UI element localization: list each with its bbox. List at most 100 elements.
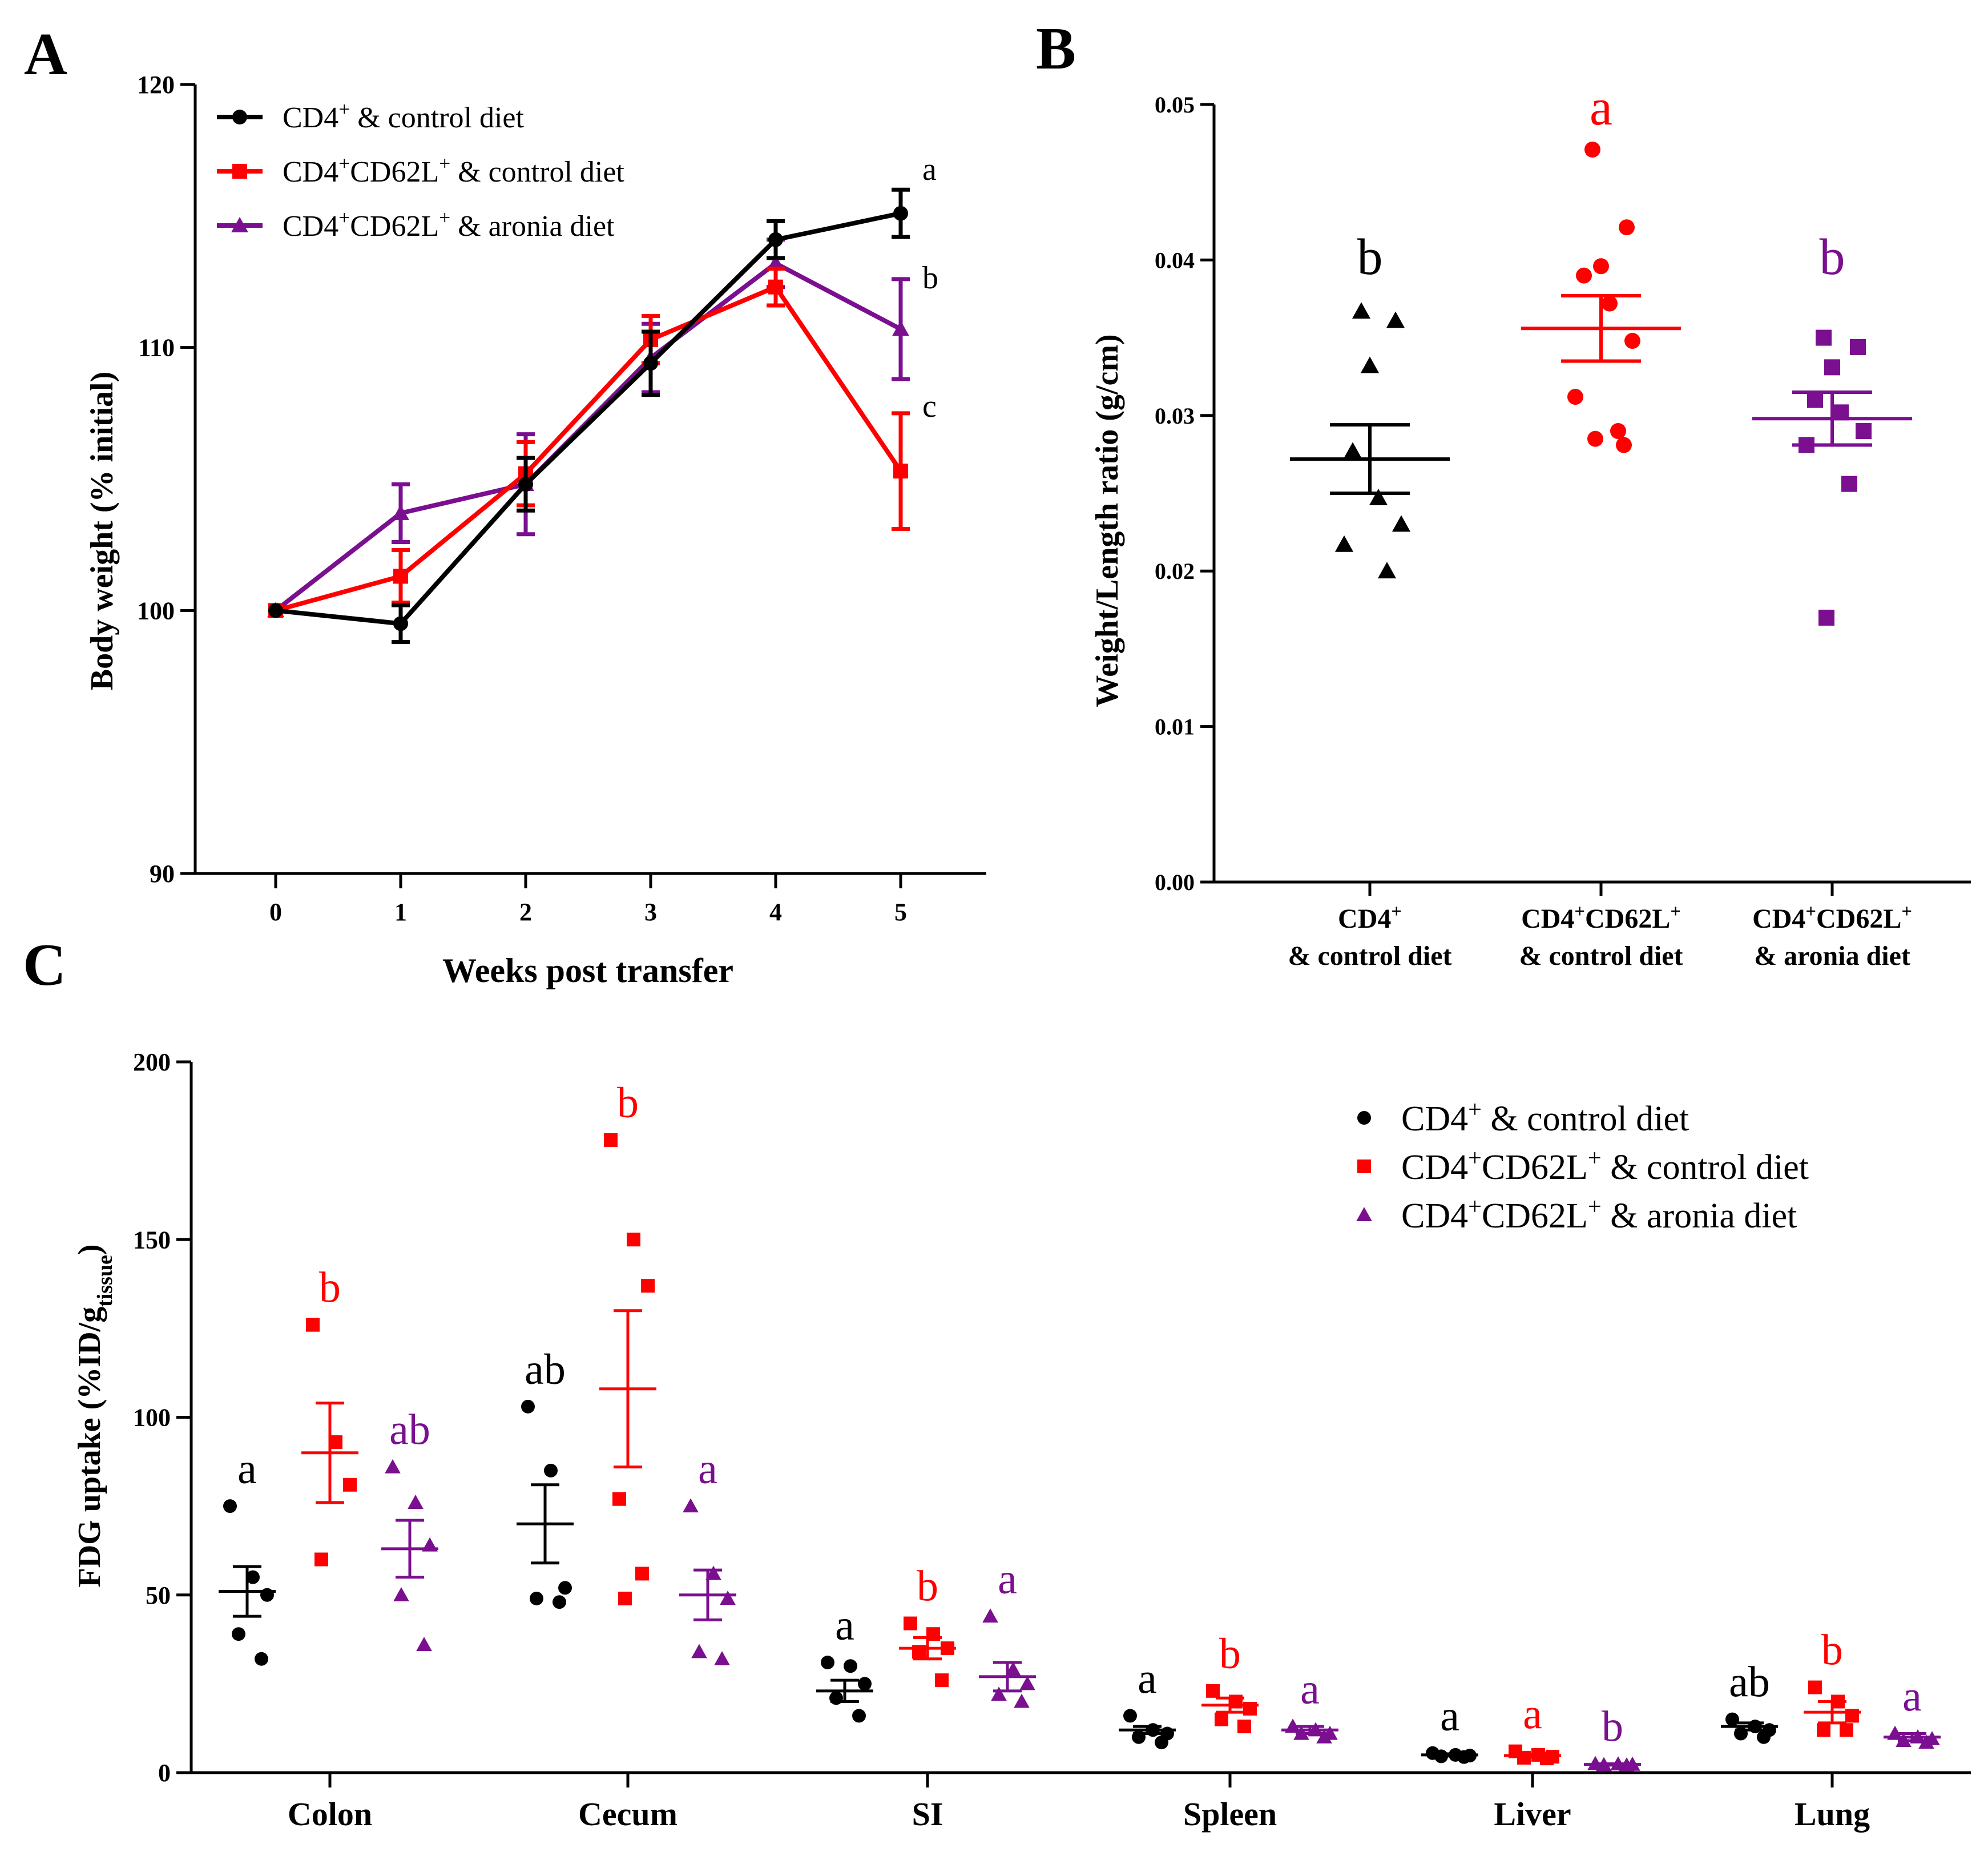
data-point bbox=[1896, 1733, 1912, 1748]
data-point bbox=[1014, 1693, 1030, 1708]
data-point bbox=[991, 1686, 1007, 1701]
label-superscript: + bbox=[1391, 901, 1402, 922]
data-point bbox=[1206, 1684, 1220, 1698]
data-point bbox=[1369, 489, 1388, 506]
data-point bbox=[1434, 1749, 1448, 1764]
data-point bbox=[246, 1570, 260, 1584]
panel-a-x-axis-title: Weeks post transfer bbox=[442, 952, 733, 989]
significance-letter: b bbox=[1357, 229, 1383, 285]
label-text: CD4 bbox=[1752, 904, 1805, 934]
x-tick-label: & control diet bbox=[1288, 941, 1451, 971]
legend-marker bbox=[232, 164, 247, 179]
panel-c-scatter-chart: 0 50 100 150 200 Colon Cecum SI Spleen Liver Lung a… bbox=[133, 1048, 1971, 1833]
legend-superscript: + bbox=[1588, 1145, 1602, 1171]
data-point bbox=[1132, 1730, 1146, 1744]
data-point bbox=[1818, 609, 1834, 626]
y-tick-label: 0.05 bbox=[1155, 92, 1195, 118]
legend-text: CD4 bbox=[283, 210, 338, 243]
significance-letter: a bbox=[1138, 1654, 1157, 1702]
data-point bbox=[223, 1499, 237, 1513]
data-point bbox=[314, 1552, 328, 1567]
data-point bbox=[1576, 267, 1592, 284]
data-point bbox=[852, 1709, 866, 1723]
data-point bbox=[1845, 1709, 1859, 1723]
x-tick-label: Cecum bbox=[578, 1795, 678, 1833]
x-tick-label: Liver bbox=[1494, 1795, 1571, 1833]
panel-a-y-axis-title: Body weight (% initial) bbox=[84, 372, 120, 690]
data-point bbox=[1602, 295, 1618, 312]
data-point bbox=[1725, 1712, 1739, 1726]
data-point bbox=[558, 1581, 572, 1595]
panel-letter-a: A bbox=[24, 21, 67, 87]
significance-letter: a bbox=[835, 1601, 854, 1649]
legend-text: & control diet bbox=[350, 102, 524, 134]
legend-superscript: + bbox=[1468, 1193, 1482, 1220]
data-point bbox=[904, 1616, 917, 1630]
data-point bbox=[1457, 1750, 1471, 1764]
data-point bbox=[255, 1652, 268, 1666]
legend-text: & control diet bbox=[1602, 1148, 1809, 1187]
data-point bbox=[941, 1641, 954, 1656]
data-point bbox=[1334, 535, 1354, 552]
data-point bbox=[1850, 339, 1866, 355]
panel-c-y-axis-title: FDG uptake (%ID/gtissue) bbox=[72, 1244, 117, 1587]
data-point bbox=[635, 1567, 649, 1581]
x-tick-label: SI bbox=[912, 1795, 943, 1833]
data-point bbox=[768, 232, 783, 247]
data-point bbox=[1619, 219, 1635, 236]
data-point bbox=[1229, 1694, 1243, 1709]
data-point bbox=[1377, 562, 1397, 579]
legend-label: CD4+CD62L+ & aronia diet bbox=[1401, 1193, 1797, 1236]
data-point bbox=[1596, 1757, 1612, 1772]
legend-label: CD4+ & control diet bbox=[1401, 1096, 1689, 1139]
data-point bbox=[1807, 392, 1823, 408]
data-point bbox=[416, 1637, 432, 1651]
x-tick-label: CD4+CD62L+ bbox=[1521, 901, 1681, 934]
significance-letter: a bbox=[237, 1445, 257, 1493]
significance-letter: a bbox=[1590, 79, 1612, 136]
data-point bbox=[618, 1591, 632, 1605]
data-point bbox=[714, 1651, 730, 1665]
data-point bbox=[232, 1627, 245, 1641]
data-point bbox=[691, 1644, 707, 1658]
data-point bbox=[1146, 1723, 1160, 1737]
y-tick-label: 200 bbox=[133, 1048, 171, 1076]
y-tick-label: 110 bbox=[138, 334, 175, 362]
legend-marker bbox=[1356, 1207, 1372, 1222]
data-point bbox=[1799, 437, 1814, 453]
data-point bbox=[393, 569, 408, 584]
legend-superscript: + bbox=[338, 206, 350, 229]
legend-text: & control diet bbox=[450, 156, 624, 188]
legend-label: CD4+CD62L+ & control diet bbox=[283, 152, 624, 188]
y-title-sub: tissue bbox=[93, 1255, 117, 1307]
y-tick-label: 0.03 bbox=[1155, 403, 1195, 429]
y-tick-label: 0 bbox=[158, 1759, 171, 1787]
data-point bbox=[1517, 1750, 1531, 1765]
data-point bbox=[1392, 515, 1411, 532]
legend-text: CD62L bbox=[1482, 1197, 1588, 1235]
data-point bbox=[1237, 1720, 1251, 1734]
data-point bbox=[1343, 442, 1362, 459]
data-point bbox=[260, 1588, 274, 1602]
legend-superscript: + bbox=[439, 206, 450, 229]
legend-text: & control diet bbox=[1482, 1100, 1689, 1138]
label-superscript: + bbox=[1670, 901, 1681, 922]
label-text: CD62L bbox=[1585, 904, 1670, 934]
significance-letter: b bbox=[917, 1563, 938, 1611]
y-tick-label: 50 bbox=[146, 1581, 171, 1609]
legend-text: CD62L bbox=[1482, 1148, 1588, 1187]
data-point bbox=[1386, 311, 1405, 328]
data-point bbox=[393, 1587, 409, 1601]
data-point bbox=[1817, 1723, 1830, 1737]
data-point bbox=[612, 1492, 626, 1506]
data-point bbox=[343, 1477, 357, 1492]
data-point bbox=[1360, 356, 1380, 373]
x-tick-label: 2 bbox=[519, 898, 532, 926]
data-point bbox=[1610, 423, 1626, 440]
significance-letter: a bbox=[698, 1445, 717, 1493]
data-point bbox=[1824, 359, 1840, 376]
data-point bbox=[1308, 1722, 1324, 1737]
data-point bbox=[1748, 1720, 1762, 1734]
data-point bbox=[1215, 1712, 1228, 1726]
series-line bbox=[274, 261, 902, 613]
